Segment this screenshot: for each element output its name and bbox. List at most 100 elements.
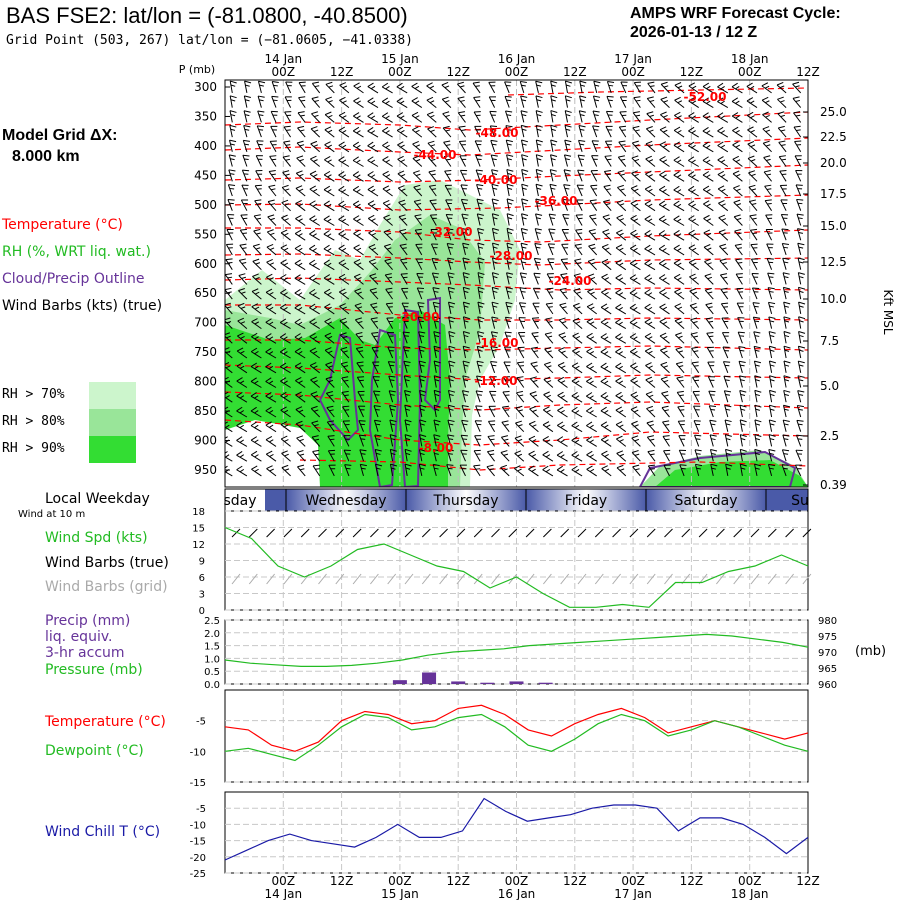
wind-barb xyxy=(749,214,758,226)
wind-barb-flag xyxy=(797,468,802,470)
wind-barb-flag xyxy=(723,291,728,294)
wind-barb xyxy=(739,419,747,432)
wind-barb xyxy=(694,434,702,447)
wind-barb-staff xyxy=(658,219,670,226)
wind-barb-staff xyxy=(506,257,510,270)
wind-barb xyxy=(724,404,732,418)
wind-barb-staff xyxy=(689,290,700,300)
wind-barb-staff xyxy=(707,361,714,374)
wind-barb-flag xyxy=(589,350,595,355)
wind-barb-flag xyxy=(385,86,390,90)
wind-barb-flag xyxy=(615,333,622,338)
legend-rh90: RH > 90% xyxy=(2,441,65,456)
wind-barb-staff xyxy=(766,258,773,270)
wind-barb-flag xyxy=(254,321,260,325)
wind-barb-flag xyxy=(645,155,652,160)
wind-barb-flag xyxy=(434,334,440,338)
wind-barb-flag xyxy=(535,110,543,113)
wind-barb xyxy=(240,214,248,226)
wind-barb xyxy=(327,435,335,447)
wind-barb-flag xyxy=(594,114,599,116)
wind-barb xyxy=(794,155,802,167)
wind-barb-flag xyxy=(367,200,375,205)
wind-barb-staff xyxy=(295,380,306,388)
wind-barb xyxy=(767,272,775,285)
wind-barb-flag xyxy=(283,336,288,340)
wind-barb-flag xyxy=(565,84,571,87)
wind-barb-flag xyxy=(578,154,585,157)
wind-barb xyxy=(781,228,789,241)
wind-barb xyxy=(645,155,656,167)
wind-barb-flag xyxy=(706,232,712,236)
wind-barb-flag xyxy=(600,392,607,397)
wind-barb-flag xyxy=(241,199,249,201)
wind-barb-flag xyxy=(256,140,264,142)
wind-barb-staff xyxy=(591,155,598,167)
wind-barb xyxy=(644,244,656,256)
wind-barb-flag xyxy=(265,377,272,382)
wind-barb-flag xyxy=(792,81,800,85)
wind-barb xyxy=(574,243,583,256)
wind-barb-flag xyxy=(327,292,332,296)
wind-barb-flag xyxy=(768,301,776,305)
wind-barb xyxy=(572,317,583,329)
wind-barb-flag xyxy=(434,360,441,364)
wind-barb-staff xyxy=(324,114,335,123)
wind-barb xyxy=(461,228,469,241)
wind-barb-flag xyxy=(506,154,514,157)
pressure-right-tick-label: 960 xyxy=(818,680,837,691)
wind-barb-flag xyxy=(781,228,789,231)
wind-barb-staff xyxy=(660,99,670,108)
wind-barb xyxy=(459,464,467,477)
wind-barb-staff xyxy=(796,199,802,211)
wind-barb-staff xyxy=(225,469,233,477)
wind-barb xyxy=(602,199,612,212)
wind-barb-staff xyxy=(707,376,714,388)
wind-barb-flag xyxy=(574,258,582,261)
wind-barb-flag xyxy=(254,439,259,443)
wind-barb-flag xyxy=(738,306,744,308)
wind-barb-flag xyxy=(618,336,623,340)
wind-barb-flag xyxy=(432,287,440,290)
wind-barb-staff xyxy=(737,331,743,344)
wind-barb-staff xyxy=(504,81,510,94)
wind-barb xyxy=(586,450,597,462)
wind-barb-flag xyxy=(341,262,347,266)
wind-barb-flag xyxy=(663,129,668,133)
wind-barb xyxy=(457,96,466,108)
wind-barb-flag xyxy=(536,99,542,102)
wind-barb-flag xyxy=(694,379,700,382)
wind-barb xyxy=(239,228,248,241)
grid-wind-barb xyxy=(421,573,431,585)
wind-barb-flag xyxy=(400,159,406,163)
wind-barb xyxy=(520,110,528,123)
temperature-contour xyxy=(225,419,808,446)
wind-barb-flag xyxy=(615,303,622,309)
wind-barb-staff xyxy=(296,142,306,153)
wind-barb-flag xyxy=(589,365,594,370)
wind-barb-flag xyxy=(603,199,611,203)
wind-barb-staff xyxy=(280,292,291,300)
wind-barb xyxy=(556,451,568,462)
true-wind-barb xyxy=(560,528,570,538)
wind-barb-flag xyxy=(749,214,757,217)
wind-barb-staff xyxy=(644,218,656,226)
wind-barb xyxy=(677,420,685,432)
wind-barb-flag xyxy=(385,273,392,276)
wind-barb-flag xyxy=(370,317,378,320)
wind-barb-flag xyxy=(647,218,653,222)
wind-barb xyxy=(428,170,437,182)
wind-barb-flag xyxy=(720,159,726,163)
wind-barb-flag xyxy=(285,144,291,146)
wind-barb-staff xyxy=(324,159,335,167)
wind-barb-flag xyxy=(644,244,651,250)
wind-barb xyxy=(615,377,627,388)
wind-barb-flag xyxy=(434,320,439,323)
wind-barb xyxy=(679,464,687,477)
wind-barb-flag xyxy=(755,393,760,397)
wind-barb-flag xyxy=(385,174,391,178)
wind-barb-staff xyxy=(370,304,379,315)
wind-barb-flag xyxy=(309,215,316,220)
wind-barb-flag xyxy=(252,258,260,262)
wind-barb-flag xyxy=(662,159,668,163)
